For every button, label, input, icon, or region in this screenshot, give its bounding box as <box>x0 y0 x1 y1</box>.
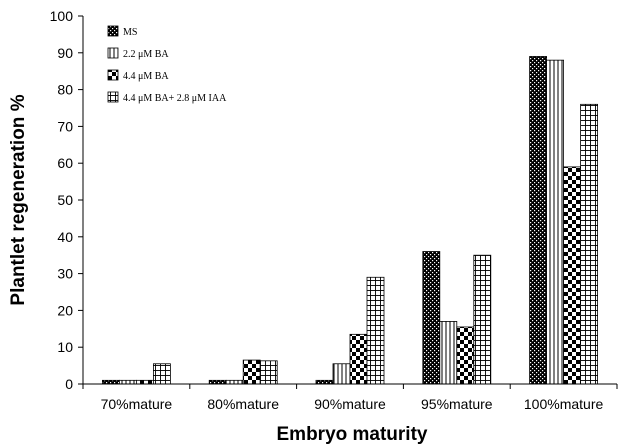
y-tick-label: 20 <box>57 302 73 318</box>
legend-label-2-2-m-ba: 2.2 μM BA <box>123 49 169 60</box>
bar-4-4-m-ba-2-8-m-iaa-95-mature <box>473 254 492 385</box>
y-tick-label: 70 <box>57 118 73 134</box>
y-tick-label: 30 <box>57 266 73 282</box>
y-tick-label: 10 <box>57 339 73 355</box>
bar-2-2-m-ba-70-mature <box>119 379 137 385</box>
y-axis: 0 10 20 30 40 50 60 70 80 90 100 <box>50 8 84 392</box>
bar-2-2-m-ba-95-mature <box>439 321 458 385</box>
bar-ms-70-mature <box>102 379 120 385</box>
legend-swatch-2-2-m-ba <box>107 47 119 59</box>
bar-4-4-m-ba-2-8-m-iaa-90-mature <box>366 276 385 385</box>
y-tick-label: 0 <box>65 376 73 392</box>
y-tick-label: 90 <box>57 45 73 61</box>
bar-ms-100-mature <box>529 56 547 385</box>
bar-4-4-m-ba-95-mature <box>456 326 475 385</box>
y-tick-label: 100 <box>50 8 74 24</box>
bar-4-4-m-ba-80-mature <box>242 359 261 385</box>
legend-label-ms: MS <box>123 27 137 38</box>
bar-2-2-m-ba-80-mature <box>225 379 244 385</box>
legend-swatch-4-4-m-ba <box>107 69 119 81</box>
y-tick-label: 60 <box>57 155 73 171</box>
x-tick-label: 80%mature <box>207 396 279 412</box>
x-tick-label: 90%mature <box>314 396 386 412</box>
legend-label-4-4-m-ba-2-8-m-iaa: 4.4 μM BA+ 2.8 μM IAA <box>123 93 227 104</box>
x-axis: 70%mature 80%mature 90%mature 95%mature 100%… <box>82 383 618 412</box>
bar-ms-95-mature <box>422 251 441 385</box>
x-tick-label: 95%mature <box>421 396 493 412</box>
bar-ms-80-mature <box>208 379 227 385</box>
bar-4-4-m-ba-70-mature <box>135 379 154 385</box>
legend-label-4-4-m-ba: 4.4 μM BA <box>123 71 169 82</box>
bar-4-4-m-ba-2-8-m-iaa-100-mature <box>580 103 598 385</box>
legend: MS 2.2 μM BA 4.4 μM BA 4.4 μM BA+ 2.8 μM IA… <box>107 25 227 104</box>
bar-2-2-m-ba-90-mature <box>332 363 351 385</box>
y-tick-label: 50 <box>57 192 73 208</box>
legend-swatch-4-4-m-ba-2-8-m-iaa <box>107 91 119 103</box>
bar-ms-90-mature <box>315 379 334 385</box>
y-tick-label: 40 <box>57 229 73 245</box>
x-axis-title: Embryo maturity <box>277 424 428 445</box>
legend-swatch-ms <box>107 25 119 37</box>
bar-2-2-m-ba-100-mature <box>546 59 564 385</box>
bar-4-4-m-ba-2-8-m-iaa-80-mature <box>259 360 278 385</box>
bar-4-4-m-ba-2-8-m-iaa-70-mature <box>152 363 171 385</box>
x-tick-label: 100%mature <box>524 396 604 412</box>
bar-4-4-m-ba-90-mature <box>349 333 368 385</box>
x-tick-label: 70%mature <box>101 396 173 412</box>
y-tick-label: 80 <box>57 82 73 98</box>
plot-area <box>102 56 598 385</box>
y-axis-title: Plantlet regeneration % <box>8 94 29 305</box>
bar-4-4-m-ba-100-mature <box>563 166 581 385</box>
